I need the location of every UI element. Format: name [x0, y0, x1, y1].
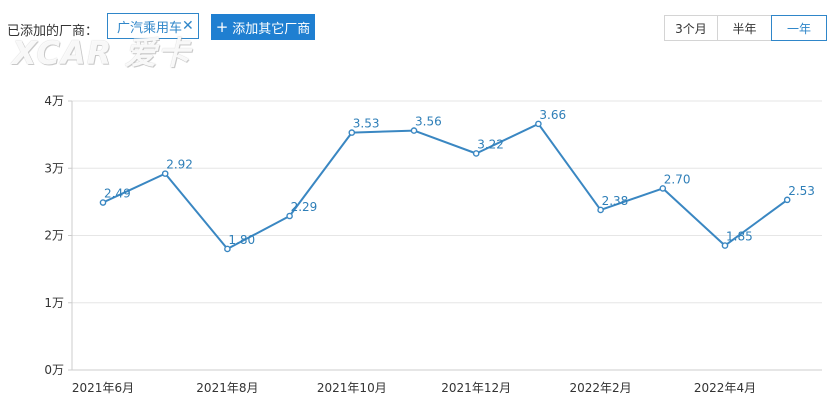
chart-series: [99, 120, 791, 253]
data-point: [410, 127, 418, 134]
manufacturer-chip: 广汽乘用车 ✕: [107, 13, 199, 39]
y-tick-label: 1万: [44, 296, 64, 310]
range-one-year-button[interactable]: 一年: [771, 15, 827, 41]
y-tick-label: 2万: [44, 229, 64, 243]
y-tick-label: 4万: [44, 94, 64, 108]
data-point: [597, 206, 604, 214]
x-tick-label: 2021年10月: [317, 381, 387, 395]
x-tick-label: 2021年12月: [441, 381, 511, 395]
range-3-months-button[interactable]: 3个月: [664, 15, 718, 41]
data-label: 2.53: [788, 184, 815, 198]
chart-axes: 0万 1万 2万 3万 4万 2021年6月 2021年8月 2021年10月 2021年12月…: [44, 94, 756, 395]
data-point: [783, 196, 791, 204]
chart-grid: [72, 100, 822, 371]
data-point: [721, 242, 729, 249]
data-label: 1.80: [228, 233, 255, 247]
time-range-toggle: 3个月 半年 一年: [664, 15, 827, 41]
added-manufacturers-label: 已添加的厂商：: [7, 24, 99, 39]
data-point: [472, 150, 480, 157]
add-manufacturer-button[interactable]: + 添加其它厂商: [211, 14, 315, 40]
data-label: 2.38: [602, 194, 629, 208]
data-point: [348, 129, 356, 136]
y-tick-label: 0万: [44, 363, 64, 377]
data-label: 2.29: [291, 200, 318, 214]
range-half-year-button[interactable]: 半年: [717, 15, 772, 41]
manufacturer-chip-label: 广汽乘用车: [117, 20, 183, 36]
chart-data-labels: 2.49 2.92 1.80 2.29 3.53 3.56 3.22 3.66 2.38 2.70…: [104, 108, 815, 247]
data-point: [286, 212, 293, 220]
data-label: 2.49: [104, 187, 131, 201]
add-manufacturer-label: 添加其它厂商: [232, 21, 311, 37]
x-tick-label: 2022年2月: [570, 381, 632, 395]
data-point: [224, 245, 231, 253]
data-label: 2.70: [664, 172, 691, 186]
plus-icon: +: [215, 17, 229, 36]
data-label: 3.53: [353, 117, 380, 131]
data-point: [535, 120, 542, 128]
data-point: [161, 170, 169, 177]
series-line: [102, 122, 788, 250]
x-tick-label: 2021年8月: [196, 381, 258, 395]
data-point: [99, 199, 107, 206]
data-label: 3.22: [477, 137, 504, 151]
x-tick-label: 2021年6月: [72, 381, 134, 395]
y-tick-label: 3万: [44, 161, 64, 175]
close-icon[interactable]: ✕: [182, 18, 194, 34]
data-label: 1.85: [726, 230, 753, 244]
data-label: 3.66: [539, 108, 566, 122]
data-point: [659, 185, 667, 192]
data-label: 2.92: [166, 158, 193, 172]
x-tick-label: 2022年4月: [694, 381, 756, 395]
data-label: 3.56: [415, 115, 442, 129]
